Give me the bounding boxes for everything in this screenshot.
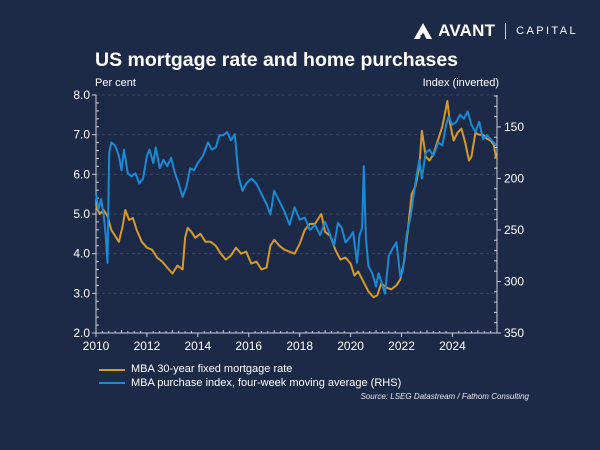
brand-logo: AVANT CAPITAL — [414, 21, 578, 41]
x-tick-label: 2020 — [337, 339, 364, 353]
x-tick-label: 2012 — [134, 339, 161, 353]
x-tick-label: 2024 — [439, 339, 466, 353]
y2-tick-label: 150 — [504, 120, 524, 134]
chart-title: US mortgage rate and home purchases — [95, 49, 459, 71]
legend-item-purchase: MBA purchase index, four-week moving ave… — [99, 377, 401, 391]
x-tick-label: 2014 — [184, 339, 211, 353]
left-axis-label: Per cent — [95, 77, 136, 89]
gridlines — [96, 94, 497, 294]
series-lines — [95, 100, 498, 299]
legend-label-purchase: MBA purchase index, four-week moving ave… — [131, 376, 402, 389]
legend-swatch-mortgage — [99, 368, 125, 371]
y-tick-label: 4.0 — [73, 247, 90, 261]
mortgage-rate-line — [95, 100, 498, 299]
y-tick-label: 5.0 — [73, 207, 90, 221]
brand-name: AVANT — [438, 21, 496, 40]
x-tick-label: 2016 — [235, 339, 262, 353]
source-note: Source: LSEG Datastream / Fathom Consult… — [360, 392, 529, 401]
avant-mountain-icon — [414, 23, 433, 39]
legend: MBA 30-year fixed mortgage rate MBA purc… — [99, 363, 401, 390]
y2-tick-label: 350 — [504, 326, 524, 340]
brand-divider — [505, 23, 507, 39]
legend-label-mortgage: MBA 30-year fixed mortgage rate — [131, 363, 293, 375]
legend-swatch-purchase — [99, 382, 125, 385]
y-tick-label: 2.0 — [73, 326, 90, 340]
right-axis-label: Index (inverted) — [422, 77, 499, 89]
y-tick-label: 6.0 — [73, 167, 90, 181]
y-tick-label: 8.0 — [73, 88, 90, 102]
y2-tick-label: 300 — [504, 274, 524, 288]
y-tick-label: 3.0 — [73, 286, 90, 300]
legend-item-mortgage: MBA 30-year fixed mortgage rate — [99, 363, 401, 377]
y2-tick-label: 250 — [504, 223, 524, 237]
purchase-index-line — [95, 110, 497, 295]
axes — [92, 94, 501, 337]
tick-labels: 2.0 3.0 4.0 5.0 6.0 7.0 8.0 150 200 250 300 350 2010… — [73, 88, 524, 353]
y2-tick-label: 200 — [504, 171, 524, 185]
x-tick-label: 2010 — [83, 339, 110, 353]
brand-subtitle: CAPITAL — [516, 25, 578, 37]
x-tick-label: 2022 — [388, 339, 415, 353]
x-tick-label: 2018 — [286, 339, 313, 353]
y-tick-label: 7.0 — [73, 128, 90, 142]
